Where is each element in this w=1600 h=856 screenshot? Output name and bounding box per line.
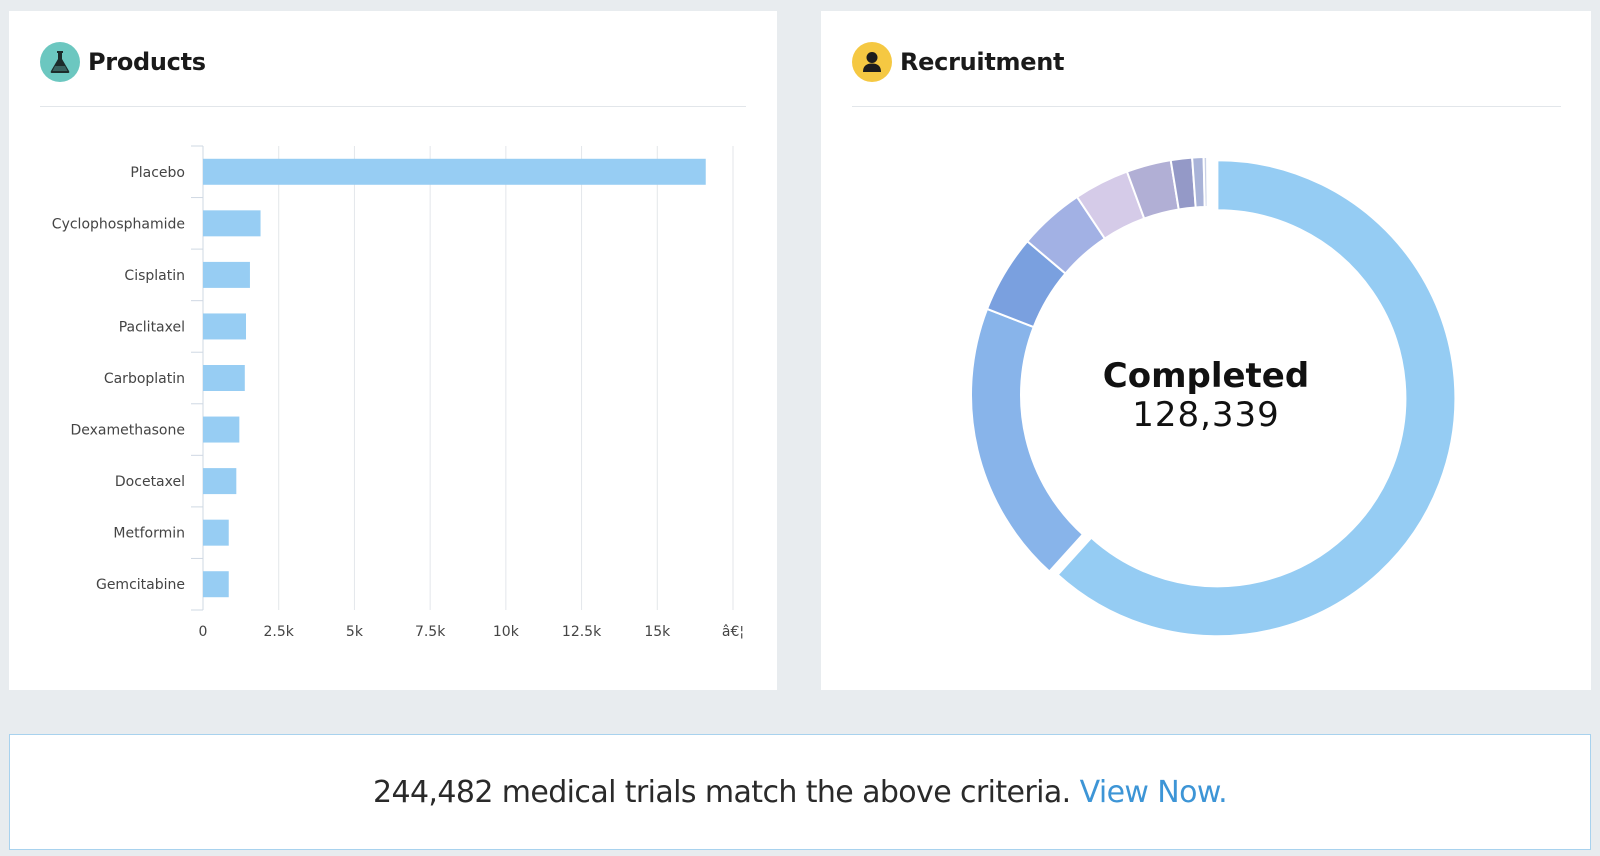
bar[interactable] [203,313,247,340]
x-tick-label: 7.5k [415,624,446,640]
person-icon [852,42,892,82]
y-tick-label: Cisplatin [124,268,185,284]
donut-center-title: Completed [1102,356,1310,396]
bar[interactable] [203,416,240,443]
y-tick-label: Docetaxel [115,474,185,490]
y-tick-label: Cyclophosphamide [52,216,185,232]
bar[interactable] [203,158,706,185]
y-tick-label: Paclitaxel [119,319,185,335]
y-tick-label: Carboplatin [104,371,185,387]
bar[interactable] [203,210,261,237]
x-tick-label: 0 [199,624,208,640]
recruitment-donut-chart [970,155,1457,638]
flask-icon [40,42,80,82]
y-tick-label: Dexamethasone [70,423,185,439]
x-tick-label: 5k [346,624,364,640]
bar[interactable] [203,468,237,495]
donut-slice[interactable] [1206,155,1210,209]
x-tick-label: â€¦ [722,624,744,640]
products-divider [40,106,746,107]
results-banner: 244,482 medical trials match the above c… [9,734,1591,850]
products-panel: Products Placebo Cyclophosphamide Cisplati… [9,11,777,690]
recruitment-title: Recruitment [900,48,1065,76]
y-tick-label: Placebo [130,165,185,181]
y-tick-label: Gemcitabine [96,577,185,593]
products-header: Products [40,42,206,82]
bar[interactable] [203,519,229,546]
x-tick-label: 15k [644,624,671,640]
x-tick-label: 10k [493,624,520,640]
donut-center-value: 128,339 [1132,395,1280,435]
bar[interactable] [203,365,245,391]
banner-text: 244,482 medical trials match the above c… [372,774,1071,810]
products-bar-chart: Placebo Cyclophosphamide Cisplatin Paclitax… [52,145,744,640]
bar[interactable] [203,261,250,288]
view-now-link[interactable]: View Now. [1079,774,1228,810]
x-tick-label: 2.5k [264,624,295,640]
recruitment-divider [852,106,1561,107]
donut-slice[interactable] [1056,159,1457,638]
y-tick-label: Metformin [113,526,185,542]
recruitment-header: Recruitment [852,42,1064,82]
x-tick-label: 12.5k [562,624,602,640]
donut-slice[interactable] [970,307,1085,573]
recruitment-panel: Recruitment Completed 128,339 [821,11,1591,690]
bar[interactable] [203,571,229,598]
products-title: Products [88,48,206,76]
